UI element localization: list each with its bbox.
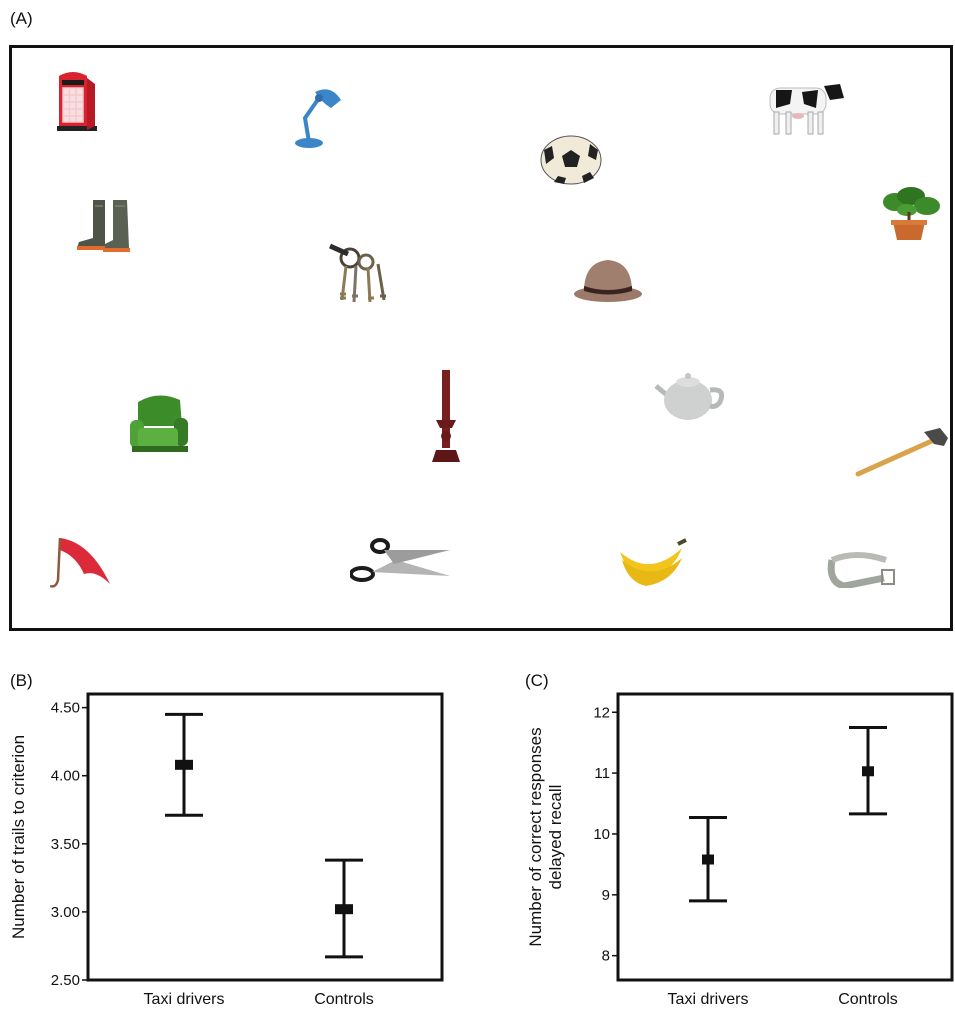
y-tick-label: 3.00: [51, 904, 80, 921]
y-axis-label-line1: Number of correct responses: [526, 727, 545, 946]
candlestick-icon: [432, 370, 460, 462]
axe-icon: [855, 428, 948, 477]
y-tick-label: 4.00: [51, 768, 80, 785]
mean-marker: [862, 766, 874, 777]
football-icon: [540, 135, 602, 185]
belt-icon: [827, 552, 895, 588]
y-axis-label-line2: delayed recall: [546, 785, 565, 890]
keys-icon: [328, 243, 386, 303]
x-tick-label: Controls: [838, 991, 898, 1008]
panel-a-label: (A): [10, 9, 33, 28]
y-tick-label: 11: [594, 765, 610, 782]
x-tick-label: Taxi drivers: [144, 991, 225, 1008]
potted-plant-icon: [883, 187, 940, 240]
y-axis-label: Number of trails to criterion: [9, 735, 28, 939]
armchair-icon: [130, 395, 188, 452]
error-bar-taxi-drivers: [165, 712, 203, 817]
y-tick-label: 10: [593, 826, 610, 843]
boots-icon: [77, 200, 130, 252]
y-tick-label: 2.50: [51, 972, 80, 989]
desk-lamp-icon: [295, 89, 341, 148]
chart-delayed-recall: Number of correct responses delayed reca…: [526, 692, 954, 1008]
mean-marker: [335, 904, 353, 915]
objects-panel: [9, 45, 953, 631]
hat-icon: [574, 260, 642, 302]
y-tick-label: 3.50: [51, 836, 80, 853]
cow-icon: [769, 84, 844, 135]
umbrella-icon: [50, 537, 110, 588]
chart-trials-to-criterion: Number of trails to criterion 2.50 3.00 3.…: [9, 692, 444, 1008]
mean-marker: [175, 759, 193, 770]
error-bar-controls: [325, 858, 363, 959]
phone-box-icon: [57, 72, 97, 131]
teapot-icon: [654, 373, 725, 420]
y-tick-label: 8: [602, 948, 610, 965]
mean-marker: [702, 854, 714, 865]
y-tick-label: 12: [593, 704, 610, 721]
bananas-icon: [620, 538, 687, 586]
scissors-icon: [350, 538, 450, 582]
panel-c-label: (C): [525, 671, 549, 690]
x-tick-label: Controls: [314, 991, 374, 1008]
error-bar-controls: [849, 725, 887, 816]
y-tick-label: 9: [602, 887, 610, 904]
error-bar-taxi-drivers: [689, 816, 727, 903]
x-tick-label: Taxi drivers: [668, 991, 749, 1008]
plot-frame: [616, 692, 954, 982]
y-tick-label: 4.50: [51, 700, 80, 717]
plot-frame: [86, 692, 444, 982]
panel-b-label: (B): [10, 671, 33, 690]
